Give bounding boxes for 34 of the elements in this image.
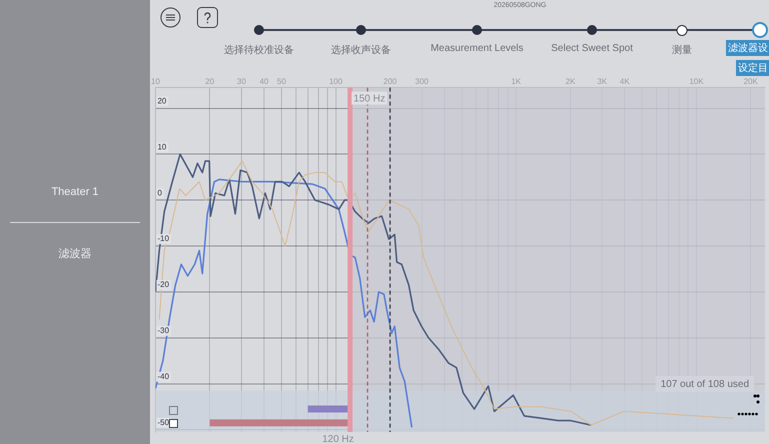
y-tick-label: 20	[157, 96, 167, 106]
ref-line-label: 150 Hz	[354, 93, 386, 104]
ref-line-label: 120 Hz	[322, 434, 354, 444]
x-tick-label: 20	[205, 77, 215, 86]
x-tick-label: 4K	[620, 77, 630, 86]
text: 选择收声设备	[331, 44, 391, 57]
y-tick-label: -10	[157, 234, 170, 244]
text: Theater 1	[50, 186, 100, 198]
x-tick-label: 100	[329, 77, 343, 86]
y-tick-label: -40	[157, 372, 170, 381]
text: 滤波器设	[726, 40, 769, 56]
x-tick-label: 200	[383, 77, 398, 86]
text: Measurement Levels	[430, 43, 524, 54]
x-tick-label: 10	[150, 77, 160, 86]
x-tick-label: 50	[277, 77, 286, 86]
x-tick-label: 2K	[565, 77, 576, 86]
y-tick-label: -30	[157, 326, 170, 336]
text: Select Sweet Spot	[551, 43, 633, 54]
text: 选择待校准设备	[224, 44, 294, 57]
y-tick-label: 10	[157, 142, 167, 152]
annotation: 107 out of 108 used	[660, 378, 750, 390]
x-tick-label: 10K	[689, 77, 704, 86]
x-tick-label: 3K	[597, 77, 608, 86]
y-tick-label: -20	[157, 280, 170, 290]
x-tick-label: 30	[237, 77, 246, 86]
x-tick-label: 20K	[744, 77, 759, 86]
text: 滤波器	[58, 247, 92, 261]
x-tick-label: 300	[415, 77, 430, 86]
x-tick-label: 40	[260, 77, 270, 86]
y-tick-label: 0	[157, 188, 162, 198]
text: 测量	[672, 44, 692, 57]
text: 设定目	[736, 60, 769, 76]
x-tick-label: 1K	[511, 77, 522, 86]
y-tick-label: -50	[157, 418, 170, 427]
